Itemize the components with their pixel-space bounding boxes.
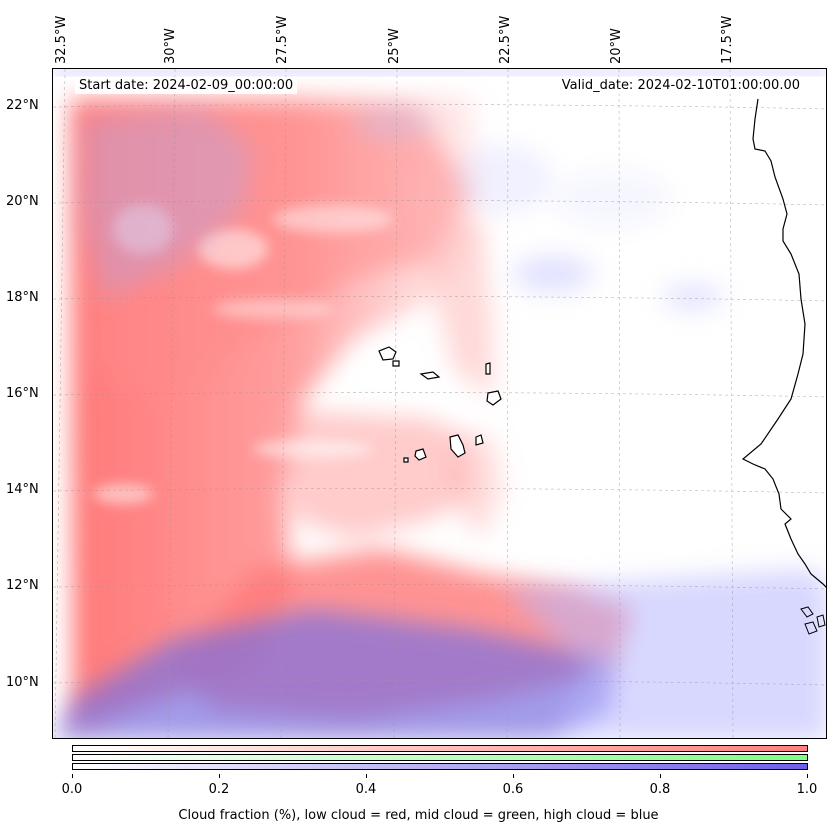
- coastline-islands-south: [800, 606, 826, 635]
- lat-label-20n: 20°N: [6, 194, 39, 209]
- map-canvas: [53, 69, 826, 738]
- high-cloud-patch-4: [553, 169, 673, 229]
- lat-label-12n: 12°N: [6, 578, 39, 593]
- colorbar-high-cloud-blue: [72, 763, 808, 770]
- lat-label-14n: 14°N: [6, 482, 39, 497]
- colorbar-tick-0-4: 0.4: [355, 782, 377, 797]
- high-cloud-patch-2: [663, 285, 723, 309]
- low-cloud-east-strip: [453, 429, 503, 539]
- african-coastline: [741, 98, 826, 588]
- cloud-fraction-map: Start date: 2024-02-09_00:00:00 Valid_da…: [52, 68, 827, 739]
- low-cloud-central-patch: [273, 409, 473, 539]
- high-cloud-patch-5: [353, 109, 433, 139]
- low-cloud-plume: [403, 189, 493, 399]
- colorbar-tick-0-8: 0.8: [649, 782, 671, 797]
- island-santiago: [449, 434, 466, 458]
- graticule: [53, 69, 826, 738]
- lat-label-16n: 16°N: [6, 386, 39, 401]
- lon-label-32-5w: 32.5°W: [54, 15, 69, 64]
- island-brava: [403, 457, 409, 463]
- lon-label-20w: 20°W: [609, 28, 624, 64]
- high-cloud-southeast: [503, 569, 826, 738]
- lat-label-18n: 18°N: [6, 290, 39, 305]
- colorbar-mid-cloud-green: [72, 754, 808, 761]
- valid-date-label: Valid_date: 2024-02-10T01:00:00.00: [557, 77, 804, 94]
- lat-label-22n: 22°N: [6, 98, 39, 113]
- island-sao-nicolau: [419, 371, 441, 380]
- lat-label-10n: 10°N: [6, 675, 39, 690]
- high-cloud-top-strip: [53, 69, 826, 75]
- high-cloud-northwest-streak: [83, 109, 253, 299]
- high-cloud-patch-3: [453, 144, 553, 214]
- island-sao-vicente: [392, 360, 400, 367]
- island-boa-vista: [486, 390, 502, 406]
- colorbar-low-cloud-red: [72, 745, 808, 752]
- lon-label-17-5w: 17.5°W: [720, 15, 735, 64]
- island-santo-antao: [378, 346, 397, 361]
- cape-verde-islands: [378, 346, 502, 463]
- lon-label-27-5w: 27.5°W: [275, 15, 290, 64]
- colorbar-caption: Cloud fraction (%), low cloud = red, mid…: [178, 808, 659, 823]
- island-fogo: [414, 448, 427, 461]
- colorbar-tick-0-6: 0.6: [502, 782, 524, 797]
- high-cloud-patch-1: [513, 256, 593, 292]
- colorbar-tick-0-2: 0.2: [208, 782, 230, 797]
- island-sal: [485, 362, 491, 375]
- colorbar-tick-0-0: 0.0: [61, 782, 83, 797]
- island-maio: [475, 434, 484, 446]
- lon-label-25w: 25°W: [387, 28, 402, 64]
- lon-label-30w: 30°W: [163, 28, 178, 64]
- start-date-label: Start date: 2024-02-09_00:00:00: [75, 77, 298, 94]
- high-cloud-south-wedge: [53, 609, 613, 738]
- lon-label-22-5w: 22.5°W: [498, 15, 513, 64]
- colorbar-tick-1-0: 1.0: [796, 782, 818, 797]
- high-cloud-layer: [53, 109, 826, 738]
